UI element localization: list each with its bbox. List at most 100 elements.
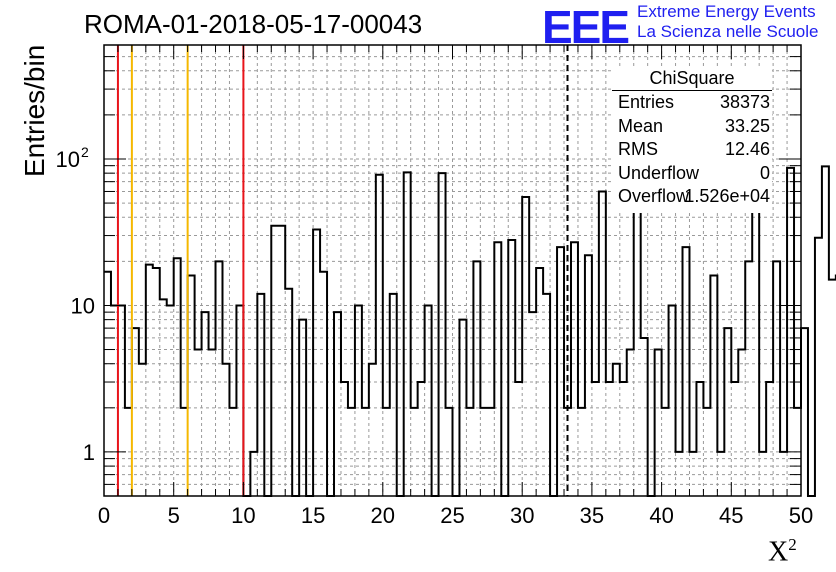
y-tick-label: 1: [83, 440, 95, 465]
histogram-bin: [669, 305, 676, 496]
histogram-bin: [348, 408, 355, 496]
histogram-bin: [376, 175, 383, 496]
histogram-bin: [676, 452, 683, 496]
y-tick-label-superscript: 2: [81, 144, 89, 160]
histogram-bin: [683, 247, 690, 496]
stats-row-overflow: Overflow 1.526e+04: [618, 186, 770, 208]
histogram-bin: [167, 305, 174, 496]
stats-value: 1.526e+04: [684, 186, 770, 206]
stats-value: 12.46: [724, 139, 770, 159]
histogram-bin: [759, 452, 766, 496]
stats-divider: [612, 90, 772, 91]
stats-label: Mean: [618, 116, 664, 136]
histogram-bin: [236, 305, 243, 496]
histogram-bin: [613, 364, 620, 496]
histogram-bin: [536, 268, 543, 496]
histogram-bin: [334, 312, 341, 496]
histogram-bin: [425, 305, 432, 496]
histogram-bin: [174, 258, 181, 496]
histogram-bin: [641, 338, 648, 496]
histogram-bin: [578, 408, 585, 496]
histogram-bin: [766, 382, 773, 496]
histogram-bin: [508, 240, 515, 496]
histogram-bin: [689, 452, 696, 496]
logo-line-2: La Scienza nelle Scuole: [637, 22, 819, 41]
stats-label: Entries: [618, 92, 675, 112]
histogram-bin: [571, 242, 578, 496]
x-axis-label-superscript: 2: [788, 535, 797, 554]
histogram-bin: [731, 382, 738, 496]
stats-row-entries: Entries 38373: [618, 92, 770, 114]
histogram-bin: [529, 312, 536, 496]
histogram-bin: [209, 350, 216, 496]
stats-row-rms: RMS 12.46: [618, 139, 770, 161]
stats-value: 0: [759, 163, 770, 183]
histogram-bin: [773, 261, 780, 496]
y-axis-label: Entries/bin: [19, 44, 50, 177]
histogram-bin: [160, 299, 167, 496]
histogram-bin: [752, 201, 759, 496]
histogram-bin: [717, 452, 724, 496]
histogram-bin: [543, 294, 550, 496]
histogram-bin: [216, 261, 223, 496]
histogram-bin: [620, 382, 627, 496]
histogram-bin: [829, 280, 836, 496]
histogram-bin: [592, 382, 599, 496]
histogram-bin: [585, 255, 592, 496]
x-tick-label: 15: [301, 503, 325, 528]
histogram-bin: [446, 408, 453, 496]
chart-title: ROMA-01-2018-05-17-00043: [84, 9, 423, 39]
histogram-bin: [181, 408, 188, 496]
histogram-bin: [111, 305, 118, 496]
histogram-bin: [229, 408, 236, 496]
logo-mark: EEE: [542, 1, 630, 53]
histogram-bin: [745, 261, 752, 496]
y-tick-label: 10: [56, 147, 80, 172]
histogram-bin: [627, 350, 634, 496]
histogram-bin: [815, 238, 822, 496]
x-axis-label: X2: [768, 535, 797, 568]
histogram-bin: [139, 364, 146, 496]
histogram-bin: [599, 191, 606, 496]
histogram-bin: [459, 320, 466, 496]
histogram-bin: [118, 305, 125, 496]
x-tick-label: 25: [440, 503, 464, 528]
stats-row-mean: Mean 33.25: [618, 116, 770, 138]
histogram-bin: [362, 408, 369, 496]
histogram-bin: [202, 312, 209, 496]
histogram-bin: [487, 408, 494, 496]
histogram-bin: [564, 408, 571, 496]
x-tick-label: 50: [789, 503, 813, 528]
logo-line-1: Extreme Energy Events: [637, 2, 816, 21]
histogram-bin: [146, 265, 153, 496]
histogram-bin: [250, 452, 257, 496]
histogram-bin: [557, 247, 564, 496]
histogram-bin: [466, 408, 473, 496]
stats-value: 33.25: [724, 116, 770, 136]
histogram-bin: [480, 408, 487, 496]
histogram-bin: [703, 408, 710, 496]
histogram-bin: [153, 268, 160, 496]
histogram-bin: [271, 226, 278, 496]
histogram-bin: [418, 382, 425, 496]
histogram-bin: [696, 382, 703, 496]
histogram-bin: [494, 242, 501, 496]
histogram-bin: [313, 229, 320, 496]
histogram-bin: [257, 294, 264, 496]
histogram-bin: [285, 289, 292, 496]
histogram-bin: [320, 272, 327, 496]
histogram-bin: [724, 328, 731, 496]
stats-label: Overflow: [618, 186, 690, 206]
histogram-bin: [662, 408, 669, 496]
y-tick-label: 10: [71, 293, 95, 318]
histogram-bin: [738, 350, 745, 496]
histogram-bin: [710, 276, 717, 496]
histogram-bin: [411, 408, 418, 496]
x-tick-label: 35: [580, 503, 604, 528]
stats-box: ChiSquare Entries 38373 Mean 33.25 RMS 1…: [612, 66, 772, 213]
x-tick-label: 30: [510, 503, 534, 528]
histogram-bin: [801, 328, 808, 496]
stats-label: RMS: [618, 139, 658, 159]
x-tick-label: 10: [231, 503, 255, 528]
histogram-bin: [780, 452, 787, 496]
